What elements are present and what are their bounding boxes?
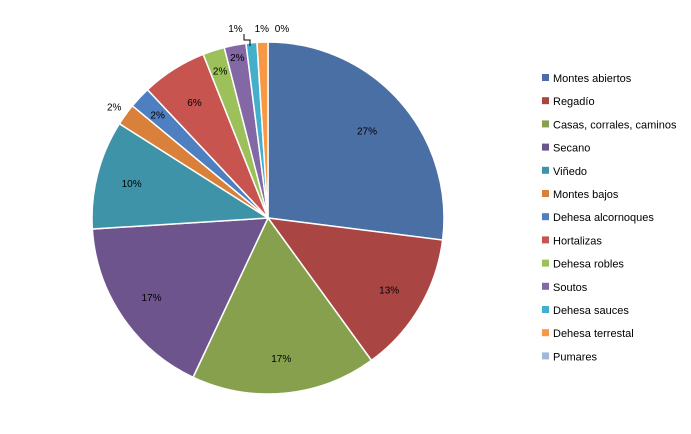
pie-slice-montes-abiertos: [267, 41, 445, 241]
legend-swatch-pumares: [542, 352, 549, 360]
pie-slice-regadio: [266, 217, 444, 362]
legend-label-dehesa-sauces: Dehesa sauces: [553, 305, 629, 317]
legend-swatch-montes-abiertos: [542, 74, 549, 81]
legend-label-pumares: Pumares: [553, 351, 598, 363]
data-label-dehesa-terrestal: 1%: [255, 24, 270, 35]
data-label-vinedo: 10%: [122, 179, 142, 190]
legend-label-montes-abiertos: Montes abiertos: [553, 73, 632, 85]
legend-swatch-vinedo: [542, 166, 549, 174]
legend-label-vinedo: Viñedo: [553, 166, 587, 178]
data-label-dehesa-sauces: 1%: [228, 24, 243, 35]
pie-slice-secano: [91, 217, 270, 379]
legend-label-secano: Secano: [553, 143, 590, 155]
legend-label-dehesa-robles: Dehesa robles: [553, 259, 624, 271]
data-label-secano: 17%: [142, 293, 162, 304]
pie-slice-dehesa-terrestal: [256, 41, 269, 219]
legend-label-casas-corrales-caminos: Casas, corrales, caminos: [553, 119, 677, 131]
legend-label-dehesa-alcornoques: Dehesa alcornoques: [553, 212, 654, 224]
legend-swatch-hortalizas: [542, 236, 549, 244]
data-label-soutos: 2%: [230, 53, 245, 64]
data-label-dehesa-robles: 2%: [213, 67, 228, 78]
legend-label-montes-bajos: Montes bajos: [553, 189, 619, 201]
data-label-montes-abiertos: 27%: [357, 127, 377, 138]
legend-swatch-montes-bajos: [542, 190, 549, 197]
legend-swatch-dehesa-sauces: [542, 306, 549, 313]
legend-swatch-dehesa-terrestal: [542, 329, 549, 337]
legend-swatch-casas-corrales-caminos: [542, 120, 549, 128]
data-label-regadio: 13%: [379, 286, 399, 297]
data-label-hortalizas: 6%: [187, 98, 202, 109]
data-label-dehesa-alcornoques: 2%: [150, 110, 165, 121]
leader-line-dehesa-sauces: [243, 34, 251, 46]
pie-slice-vinedo: [91, 122, 271, 230]
legend-swatch-regadio: [542, 97, 549, 105]
legend-label-regadio: Regadío: [553, 96, 595, 108]
legend-label-dehesa-terrestal: Dehesa terrestal: [553, 328, 634, 340]
pie-slices: [91, 41, 445, 395]
legend-swatch-soutos: [542, 282, 549, 290]
legend-swatch-dehesa-alcornoques: [542, 213, 549, 221]
pie-data-labels: 27%13%17%17%10%2%2%6%2%2%1% 1% 0%: [107, 24, 399, 365]
legend-label-hortalizas: Hortalizas: [553, 235, 602, 247]
legend-swatch-dehesa-robles: [542, 259, 549, 267]
data-label-pumares: 0%: [275, 24, 290, 35]
pie-slice-casas-corrales-caminos: [192, 216, 373, 395]
legend-label-soutos: Soutos: [553, 282, 588, 294]
legend: Montes abiertos Regadío Casas, corrales, c…: [542, 73, 677, 363]
data-label-casas-corrales-caminos: 17%: [271, 354, 291, 365]
data-label-montes-bajos: 2%: [107, 102, 122, 113]
legend-swatch-secano: [542, 143, 549, 151]
